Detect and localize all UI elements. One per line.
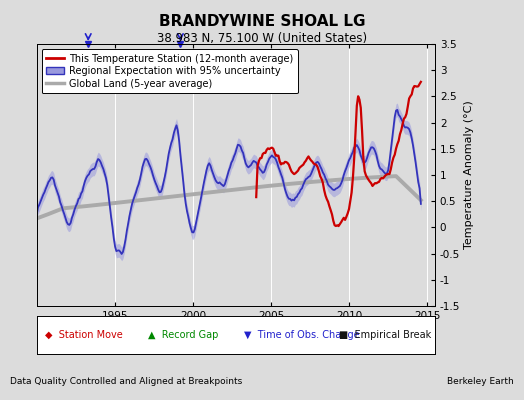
- Text: ◆  Station Move: ◆ Station Move: [45, 330, 123, 340]
- Text: Berkeley Earth: Berkeley Earth: [447, 378, 514, 386]
- Text: ▲  Record Gap: ▲ Record Gap: [148, 330, 219, 340]
- Text: BRANDYWINE SHOAL LG: BRANDYWINE SHOAL LG: [159, 14, 365, 29]
- Text: ▼  Time of Obs. Change: ▼ Time of Obs. Change: [244, 330, 359, 340]
- Legend: This Temperature Station (12-month average), Regional Expectation with 95% uncer: This Temperature Station (12-month avera…: [41, 49, 298, 94]
- Y-axis label: Temperature Anomaly (°C): Temperature Anomaly (°C): [464, 101, 474, 249]
- Text: Data Quality Controlled and Aligned at Breakpoints: Data Quality Controlled and Aligned at B…: [10, 378, 243, 386]
- Text: 38.983 N, 75.100 W (United States): 38.983 N, 75.100 W (United States): [157, 32, 367, 45]
- Text: ■  Empirical Break: ■ Empirical Break: [340, 330, 432, 340]
